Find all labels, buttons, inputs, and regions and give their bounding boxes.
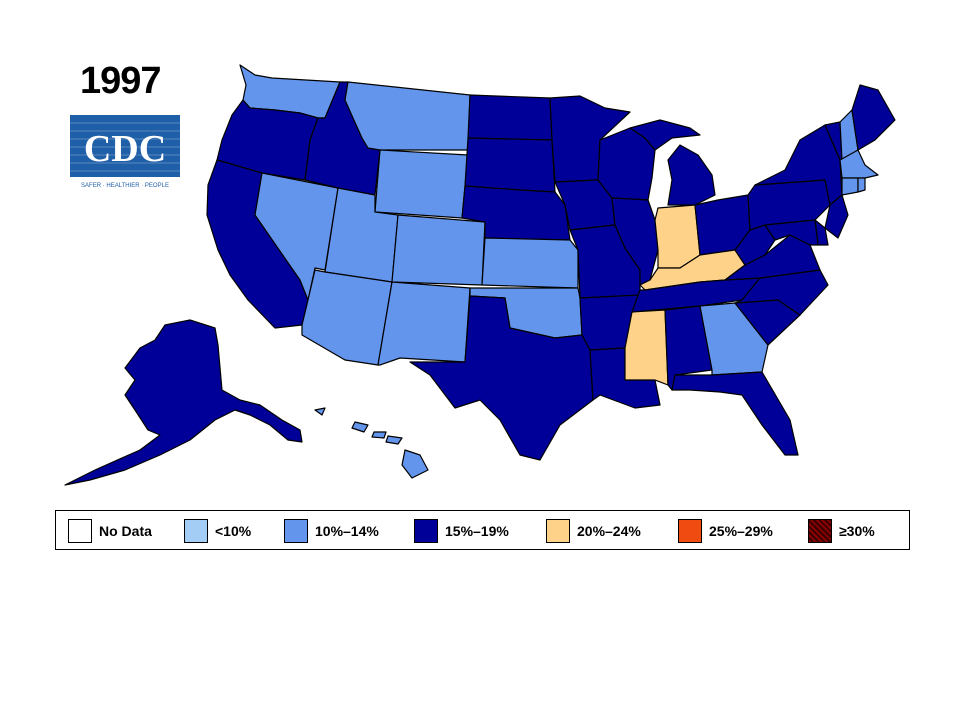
- legend-item-no-data: No Data: [68, 511, 152, 551]
- state-az: [301, 269, 393, 366]
- legend-label-no-data: No Data: [99, 523, 152, 539]
- state-nj: [824, 194, 849, 239]
- legend-label-30plus: ≥30%: [839, 523, 875, 539]
- legend-swatch-30plus: [808, 519, 832, 543]
- state-mi: [629, 119, 716, 206]
- state-co: [391, 214, 486, 286]
- state-in: [654, 204, 701, 269]
- us-map: [64, 64, 896, 486]
- legend-swatch-10-14: [284, 519, 308, 543]
- legend-label-25-29: 25%–29%: [709, 523, 773, 539]
- legend-item-10-14: 10%–14%: [284, 511, 379, 551]
- year-title: 1997: [80, 60, 162, 102]
- legend-swatch-25-29: [678, 519, 702, 543]
- legend-label-15-19: 15%–19%: [445, 523, 509, 539]
- legend-swatch-20-24: [546, 519, 570, 543]
- legend-label-10-14: 10%–14%: [315, 523, 379, 539]
- legend-label-20-24: 20%–24%: [577, 523, 641, 539]
- state-me: [851, 84, 896, 151]
- cdc-logo: CDC SAFER · HEALTHIER · PEOPLE: [70, 115, 180, 189]
- state-hi: [314, 407, 429, 479]
- state-fl: [671, 371, 799, 456]
- legend-swatch-lt10: [184, 519, 208, 543]
- state-ms: [624, 309, 669, 386]
- legend-item-20-24: 20%–24%: [546, 511, 641, 551]
- legend-item-25-29: 25%–29%: [678, 511, 773, 551]
- legend-item-15-19: 15%–19%: [414, 511, 509, 551]
- legend-label-lt10: <10%: [215, 523, 252, 539]
- cdc-logo-tagline: SAFER · HEALTHIER · PEOPLE: [81, 183, 169, 189]
- state-nd: [467, 94, 553, 141]
- state-wy: [374, 149, 469, 219]
- legend-item-lt10: <10%: [184, 511, 251, 551]
- legend-item-30plus: ≥30%: [808, 511, 875, 551]
- state-ri: [857, 177, 866, 193]
- state-sd: [464, 137, 556, 193]
- state-md: [764, 219, 819, 246]
- legend: No Data <10% 10%–14% 15%–19% 20%–24% 25%…: [55, 510, 910, 550]
- legend-swatch-15-19: [414, 519, 438, 543]
- state-nm: [377, 281, 471, 366]
- state-tx: [409, 295, 594, 461]
- state-ct: [841, 177, 859, 196]
- legend-swatch-no-data: [68, 519, 92, 543]
- state-ak: [64, 319, 303, 486]
- state-ks: [481, 237, 579, 289]
- cdc-logo-text: CDC: [84, 128, 166, 170]
- state-mt: [344, 81, 471, 151]
